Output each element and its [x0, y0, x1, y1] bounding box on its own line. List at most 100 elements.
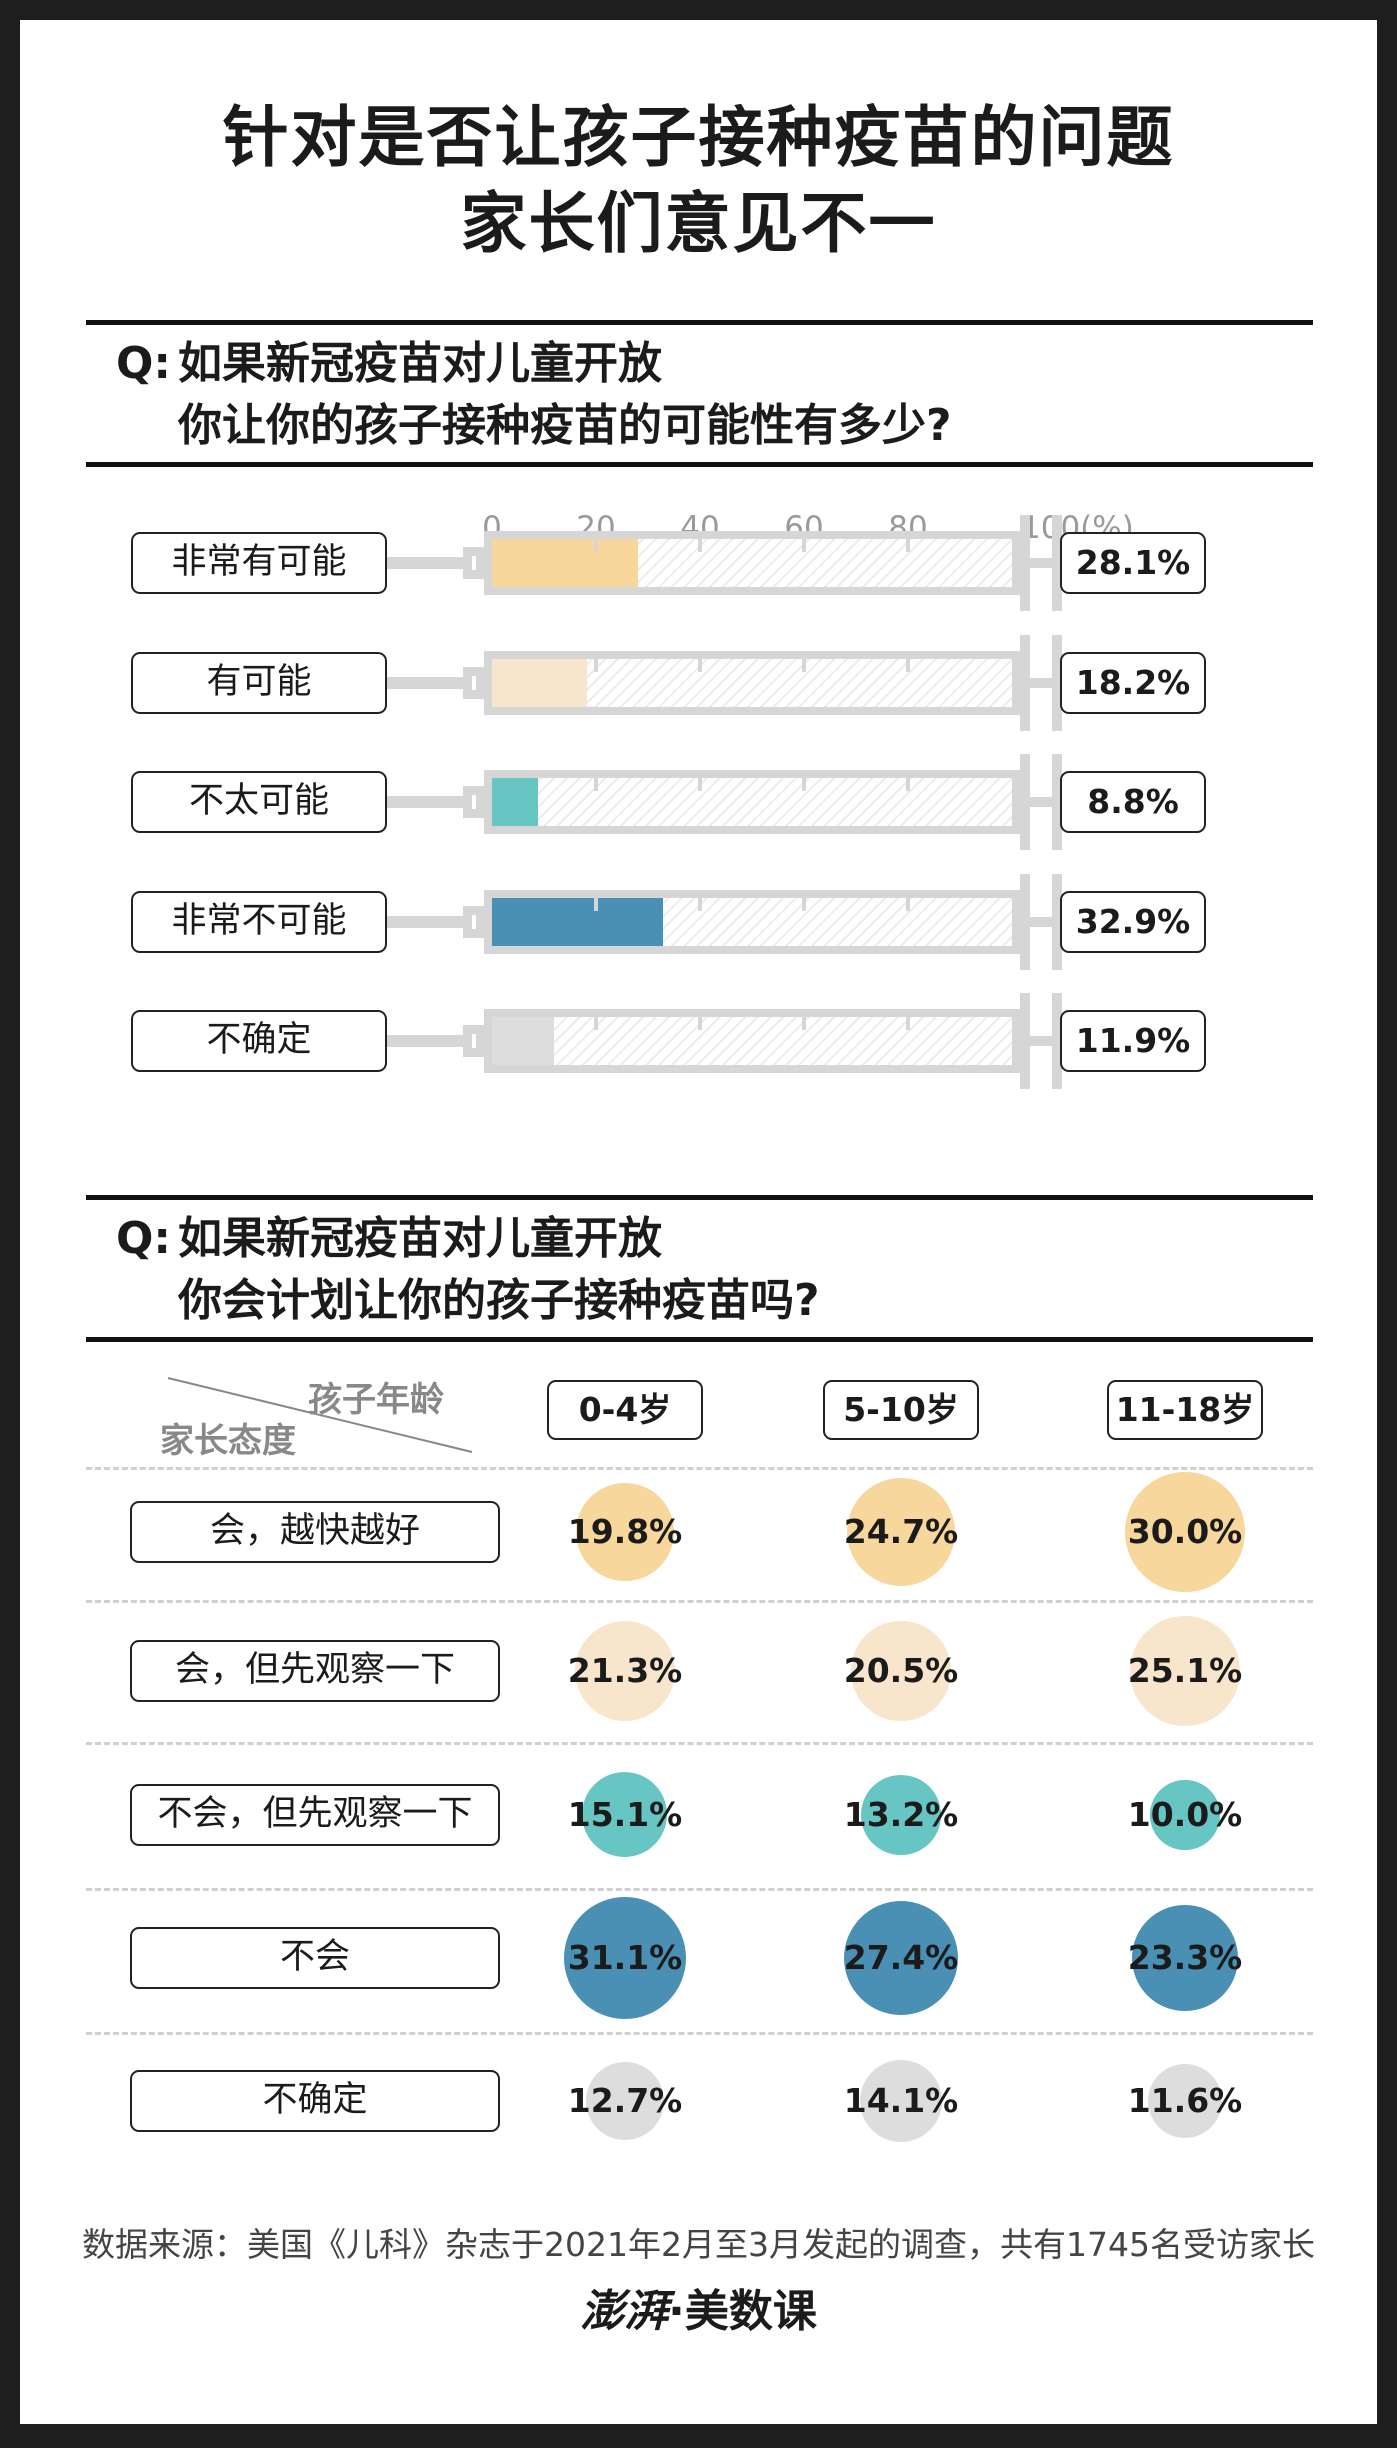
bar-fill [492, 897, 664, 946]
section2-bottom-rule [86, 1337, 1313, 1342]
value-bubble [851, 1621, 951, 1721]
value-label: 18.2% [1060, 651, 1206, 714]
question-line-1: 如果新冠疫苗对儿童开放 [178, 338, 662, 389]
section1-top-rule [86, 320, 1313, 325]
value-label: 28.1% [1060, 532, 1206, 594]
category-label: 不太可能 [131, 771, 387, 833]
value-bubble [1132, 1905, 1238, 2011]
value-bubble [1147, 2063, 1223, 2139]
barrel-tick-mark [802, 1017, 806, 1030]
bubble-value-label: 14.1% [843, 2081, 959, 2120]
barrel-tick-mark [698, 778, 702, 791]
syringe-barrel [484, 1009, 1020, 1073]
plunger-rod [1030, 1036, 1054, 1046]
barrel-tick-mark [802, 658, 806, 672]
header-attitude-label: 家长态度 [160, 1421, 296, 1461]
title-line-1: 针对是否让孩子接种疫苗的问题 [222, 99, 1175, 176]
bubble-value-label: 10.0% [1127, 1795, 1243, 1834]
value-bubble [846, 1477, 956, 1587]
bar-fill [492, 778, 538, 826]
barrel-tick-mark [802, 897, 806, 911]
syringe-nozzle [463, 905, 485, 938]
bubble-value-label: 15.1% [567, 1795, 683, 1834]
category-label: 不确定 [131, 1010, 387, 1072]
syringe-nozzle [463, 786, 485, 818]
value-bubble [564, 1897, 686, 2019]
attitude-label: 会，越快越好 [130, 1501, 500, 1563]
barrel-tick-mark [594, 897, 598, 911]
bubble-value-label: 11.6% [1127, 2081, 1243, 2120]
value-bubble [843, 1900, 959, 2016]
bar-fill [492, 539, 639, 587]
syringe-barrel [484, 650, 1020, 715]
syringe-needle [387, 676, 483, 689]
value-bubble [574, 1620, 676, 1722]
page-title: 针对是否让孩子接种疫苗的问题 家长们意见不一 [20, 95, 1377, 267]
attitude-label: 会，但先观察一下 [130, 1640, 500, 1702]
category-label: 非常不可能 [131, 890, 387, 953]
logo-dot: · [668, 2286, 685, 2337]
syringe-nozzle [463, 1025, 485, 1057]
logo-thepaper: 澎湃 [580, 2286, 669, 2337]
question-line-1: 如果新冠疫苗对儿童开放 [178, 1213, 662, 1264]
bubble-value-label: 23.3% [1127, 1938, 1243, 1977]
barrel-tick-mark [906, 897, 910, 911]
plunger-plate [1020, 754, 1030, 850]
barrel-tick-mark [698, 1017, 702, 1030]
value-bubble [1150, 1780, 1220, 1850]
barrel-tick-mark [698, 658, 702, 672]
barrel-tick-mark [594, 778, 598, 791]
bubble-value-label: 13.2% [843, 1795, 959, 1834]
bubble-value-label: 25.1% [1127, 1651, 1243, 1690]
question-line-2: 你会计划让你的孩子接种疫苗吗? [178, 1275, 820, 1326]
plunger-plate [1020, 993, 1030, 1089]
bubble-value-label: 31.1% [567, 1938, 683, 1977]
bubble-value-label: 21.3% [567, 1651, 683, 1690]
barrel-tick-mark [594, 1017, 598, 1030]
barrel-tick-mark [906, 539, 910, 552]
value-label: 11.9% [1060, 1010, 1206, 1072]
syringe-needle [387, 557, 483, 569]
syringe-barrel [484, 770, 1020, 834]
value-label: 8.8% [1060, 771, 1206, 833]
syringe-needle [387, 1035, 483, 1047]
plunger-end [1052, 754, 1062, 850]
syringe-barrel [484, 889, 1020, 954]
bar-fill [492, 658, 587, 707]
barrel-tick-mark [594, 539, 598, 552]
value-bubble [1130, 1616, 1240, 1726]
infographic-card: 针对是否让孩子接种疫苗的问题 家长们意见不一 Q: 如果新冠疫苗对儿童开放 你让… [20, 20, 1377, 2424]
data-source: 数据来源：美国《儿科》杂志于2021年2月至3月发起的调查，共有1745名受访家… [82, 2225, 1315, 2264]
header-age-label: 孩子年龄 [308, 1380, 444, 1420]
brand-logo: 澎湃·美数课 [20, 2275, 1377, 2339]
plunger-end [1052, 515, 1062, 611]
syringe-needle [387, 915, 483, 928]
value-bubble [861, 1775, 941, 1855]
logo-meishuke: 美数课 [684, 2286, 817, 2337]
age-column-header: 5-10岁 [823, 1380, 979, 1440]
attitude-label: 不会 [130, 1927, 500, 1989]
barrel-tick-mark [802, 539, 806, 552]
question-line-2: 你让你的孩子接种疫苗的可能性有多少? [178, 400, 952, 451]
value-bubble [576, 1483, 674, 1581]
barrel-tick-mark [906, 778, 910, 791]
bar-fill [492, 1017, 554, 1065]
plunger-rod [1030, 797, 1054, 807]
bubble-value-label: 19.8% [567, 1512, 683, 1551]
title-line-2: 家长们意见不一 [460, 185, 937, 262]
value-label: 32.9% [1060, 890, 1206, 953]
age-column-header: 11-18岁 [1107, 1380, 1263, 1440]
syringe-barrel [484, 531, 1020, 595]
attitude-label: 不确定 [130, 2070, 500, 2132]
plunger-rod [1030, 677, 1054, 688]
section1-bottom-rule [86, 462, 1313, 467]
plunger-end [1052, 993, 1062, 1089]
barrel-tick-mark [906, 1017, 910, 1030]
plunger-end [1052, 873, 1062, 970]
value-bubble [859, 2059, 943, 2143]
barrel-tick-mark [698, 897, 702, 911]
barrel-tick-mark [802, 778, 806, 791]
bubble-value-label: 30.0% [1127, 1512, 1243, 1551]
syringe-nozzle [463, 547, 485, 579]
bubble-value-label: 27.4% [843, 1938, 959, 1977]
